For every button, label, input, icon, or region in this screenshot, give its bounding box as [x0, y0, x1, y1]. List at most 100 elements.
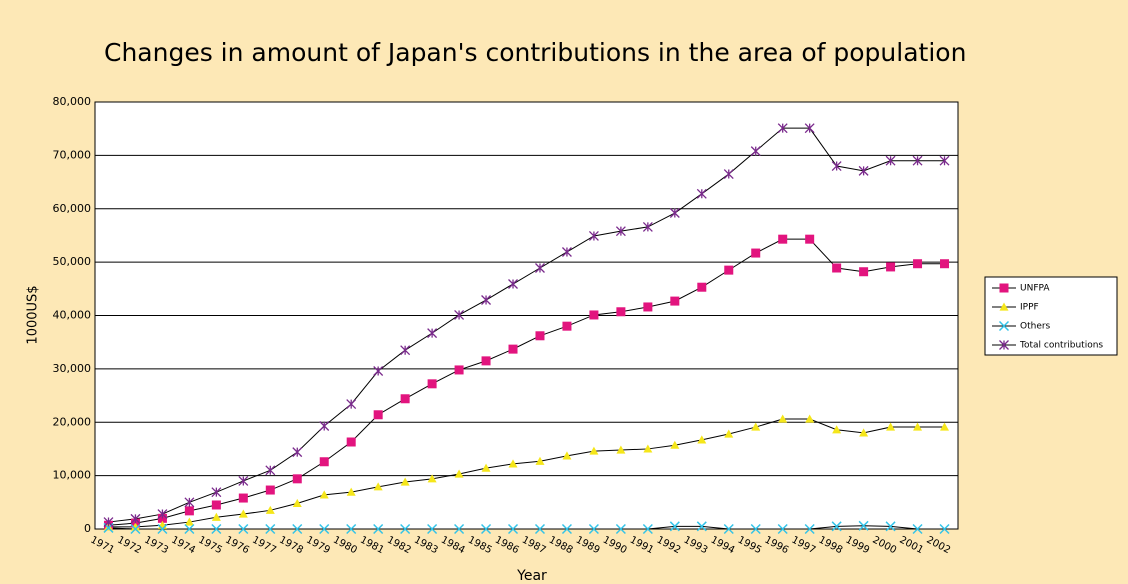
- data-point: [913, 259, 923, 269]
- chart-title: Changes in amount of Japan's contributio…: [104, 38, 966, 67]
- marker-part: [130, 523, 141, 535]
- marker-part: [454, 469, 464, 478]
- data-point: [696, 521, 707, 532]
- data-point: [805, 234, 815, 244]
- y-axis-label: 1000US$: [26, 285, 41, 344]
- marker-part: [616, 445, 626, 454]
- data-point: [697, 435, 707, 444]
- marker-part: [184, 497, 195, 508]
- marker-part: [211, 500, 221, 510]
- data-point: [130, 522, 140, 531]
- data-point: [211, 500, 221, 510]
- marker-part: [427, 523, 438, 535]
- marker-part: [670, 440, 680, 449]
- marker-part: [130, 522, 140, 531]
- marker-part: [859, 428, 869, 437]
- data-point: [832, 425, 842, 434]
- marker-part: [589, 310, 599, 320]
- data-point: [724, 265, 734, 275]
- data-point: [292, 523, 303, 535]
- marker-part: [292, 447, 303, 458]
- data-point: [669, 208, 680, 218]
- data-point: [238, 476, 249, 486]
- marker-part: [642, 221, 653, 232]
- data-point: [697, 282, 707, 292]
- marker-part: [750, 523, 761, 535]
- y-tick-label: 0: [84, 522, 91, 535]
- marker-part: [831, 161, 842, 172]
- data-point: [913, 422, 923, 431]
- data-point: [778, 414, 788, 423]
- marker-part: [130, 513, 141, 524]
- marker-part: [669, 521, 680, 532]
- data-point: [481, 356, 491, 366]
- data-point: [534, 523, 546, 535]
- data-point: [454, 365, 464, 375]
- data-point: [777, 123, 788, 134]
- marker-part: [940, 259, 950, 269]
- data-point: [130, 513, 141, 524]
- marker-part: [292, 474, 302, 484]
- data-point: [508, 344, 518, 354]
- data-point: [562, 321, 572, 331]
- marker-part: [238, 476, 249, 486]
- marker-part: [481, 356, 491, 366]
- marker-part: [265, 523, 276, 535]
- data-point: [481, 523, 492, 535]
- marker-part: [696, 188, 707, 199]
- marker-part: [778, 234, 788, 244]
- marker-part: [912, 523, 923, 535]
- marker-part: [750, 146, 761, 157]
- marker-part: [427, 474, 437, 483]
- marker-part: [913, 259, 923, 269]
- marker-part: [999, 283, 1009, 293]
- y-tick-label: 10,000: [53, 469, 92, 482]
- data-point: [588, 523, 599, 535]
- data-point: [751, 248, 761, 258]
- marker-part: [184, 523, 195, 535]
- data-point: [589, 310, 599, 320]
- data-point: [265, 465, 276, 476]
- data-point: [184, 523, 195, 535]
- marker-part: [373, 410, 383, 420]
- y-tick-label: 80,000: [53, 95, 92, 108]
- data-point: [373, 366, 384, 376]
- data-point: [778, 234, 788, 244]
- data-point: [400, 523, 411, 535]
- marker-part: [292, 523, 303, 535]
- data-point: [319, 490, 329, 499]
- marker-part: [265, 505, 275, 514]
- data-point: [751, 422, 761, 431]
- marker-part: [481, 523, 492, 535]
- marker-part: [508, 344, 518, 354]
- data-point: [561, 247, 572, 257]
- marker-part: [777, 123, 788, 134]
- legend-marker: [999, 302, 1009, 311]
- data-point: [535, 456, 545, 465]
- marker-part: [999, 340, 1009, 350]
- data-point: [400, 345, 411, 356]
- data-point: [427, 523, 438, 535]
- data-point: [400, 394, 410, 404]
- marker-part: [507, 523, 519, 535]
- data-point: [508, 279, 518, 289]
- marker-part: [615, 523, 626, 535]
- marker-part: [940, 422, 950, 431]
- data-point: [750, 146, 761, 157]
- data-point: [859, 267, 869, 277]
- marker-part: [157, 509, 168, 520]
- marker-part: [238, 493, 248, 503]
- marker-part: [998, 320, 1010, 332]
- marker-part: [858, 165, 869, 176]
- data-point: [885, 155, 896, 166]
- marker-part: [534, 523, 546, 535]
- marker-part: [427, 379, 437, 389]
- y-tick-label: 20,000: [53, 415, 92, 428]
- marker-part: [777, 523, 788, 535]
- marker-part: [999, 302, 1009, 311]
- data-point: [184, 506, 194, 516]
- marker-part: [238, 509, 248, 518]
- data-point: [292, 474, 302, 484]
- marker-part: [346, 487, 356, 496]
